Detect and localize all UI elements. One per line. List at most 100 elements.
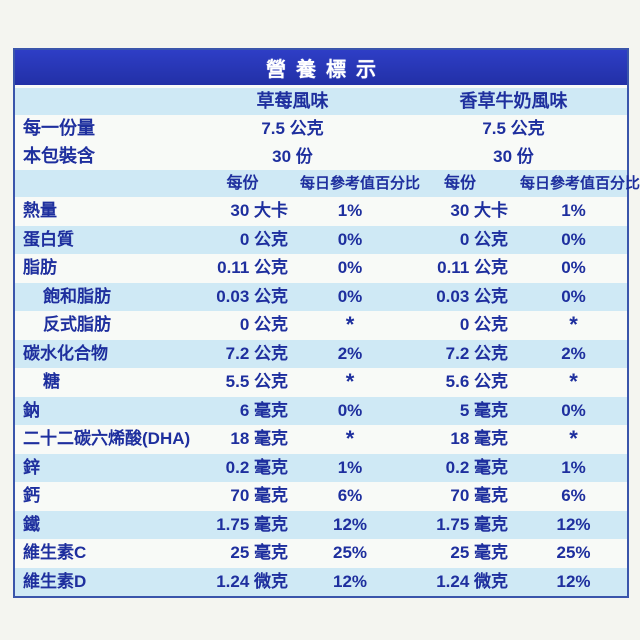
nutrient-amount-vanilla: 0.03 公克 bbox=[436, 286, 508, 306]
nutrient-amount-vanilla: 7.2 公克 bbox=[445, 343, 508, 363]
nutrient-daily-value-vanilla: 2% bbox=[561, 343, 586, 363]
nutrient-row: 鈣 70 毫克 6% 70 毫克 6% bbox=[15, 482, 627, 511]
nutrient-amount-vanilla: 0 公克 bbox=[459, 229, 508, 249]
nutrient-daily-value-strawberry: 0% bbox=[337, 400, 363, 420]
nutrient-row: 維生素D 1.24 微克 12% 1.24 微克 12% bbox=[15, 567, 627, 596]
nutrient-name: 糖 bbox=[43, 372, 60, 391]
nutrient-daily-value-vanilla: 6% bbox=[561, 486, 586, 505]
daily-value-header-vanilla: 每日參考值百分比 bbox=[520, 175, 640, 192]
nutrient-amount-strawberry: 1.75 毫克 bbox=[216, 514, 288, 534]
nutrient-daily-value-vanilla: 0% bbox=[561, 286, 586, 306]
nutrient-amount-strawberry: 5.5 公克 bbox=[225, 372, 288, 391]
nutrient-name: 蛋白質 bbox=[23, 229, 74, 249]
nutrient-daily-value-vanilla: 12% bbox=[556, 514, 591, 534]
nutrient-name: 反式脂肪 bbox=[43, 315, 111, 334]
nutrient-amount-strawberry: 1.24 微克 bbox=[216, 571, 288, 591]
nutrient-amount-strawberry: 0.03 公克 bbox=[216, 286, 288, 306]
nutrient-daily-value-vanilla: * bbox=[569, 426, 578, 451]
nutrient-row: 蛋白質 0 公克 0% 0 公克 0% bbox=[15, 225, 627, 254]
nutrient-daily-value-vanilla: 0% bbox=[561, 400, 586, 420]
nutrient-name: 鋅 bbox=[23, 457, 40, 477]
nutrient-amount-vanilla: 18 毫克 bbox=[450, 429, 508, 448]
nutrient-daily-value-strawberry: 6% bbox=[337, 486, 363, 505]
nutrient-name: 熱量 bbox=[23, 201, 57, 220]
nutrient-daily-value-strawberry: 2% bbox=[337, 343, 363, 363]
per-serving-header-strawberry: 每份 bbox=[226, 175, 259, 192]
nutrient-amount-vanilla: 25 毫克 bbox=[450, 543, 508, 562]
flavor-column-vanilla-milk: 香草牛奶風味 bbox=[459, 91, 568, 111]
nutrient-name: 維生素D bbox=[23, 571, 87, 591]
nutrient-amount-strawberry: 0 公克 bbox=[239, 229, 288, 249]
nutrient-daily-value-strawberry: 0% bbox=[337, 229, 363, 249]
serving-size-strawberry: 7.5 公克 bbox=[261, 119, 324, 138]
nutrient-rows-container: 熱量 30 大卡 1% 30 大卡 1% 蛋白質 0 公克 0% 0 公克 0%… bbox=[15, 197, 627, 596]
nutrition-facts-table: 營養標示 草莓風味 香草牛奶風味 每一份量 7.5 公克 7.5 公克 本包裝含… bbox=[13, 48, 640, 598]
nutrient-amount-strawberry: 0.2 毫克 bbox=[225, 457, 288, 477]
nutrient-name: 維生素C bbox=[23, 543, 87, 562]
nutrient-amount-strawberry: 18 毫克 bbox=[230, 429, 288, 448]
nutrient-amount-vanilla: 0.2 毫克 bbox=[445, 457, 508, 477]
nutrient-row: 熱量 30 大卡 1% 30 大卡 1% bbox=[15, 197, 627, 226]
nutrient-row: 糖 5.5 公克 * 5.6 公克 * bbox=[15, 368, 627, 397]
nutrient-name: 碳水化合物 bbox=[23, 343, 108, 363]
nutrient-amount-vanilla: 1.24 微克 bbox=[436, 571, 508, 591]
nutrient-daily-value-strawberry: 12% bbox=[332, 571, 368, 591]
nutrient-amount-strawberry: 7.2 公克 bbox=[225, 343, 288, 363]
flavor-row-spacer bbox=[15, 88, 185, 115]
column-header-row: 每份 每日參考值百分比 每份 每日參考值百分比 bbox=[15, 170, 640, 197]
nutrient-amount-strawberry: 30 大卡 bbox=[230, 201, 288, 220]
nutrient-amount-strawberry: 70 毫克 bbox=[230, 486, 288, 505]
nutrient-amount-vanilla: 30 大卡 bbox=[450, 201, 508, 220]
nutrient-daily-value-strawberry: 0% bbox=[337, 258, 363, 277]
nutrient-daily-value-strawberry: * bbox=[345, 369, 355, 394]
nutrient-row: 碳水化合物 7.2 公克 2% 7.2 公克 2% bbox=[15, 339, 627, 368]
nutrient-amount-strawberry: 0 公克 bbox=[239, 315, 288, 334]
nutrient-daily-value-vanilla: 12% bbox=[556, 571, 591, 591]
nutrient-row: 二十二碳六烯酸(DHA) 18 毫克 * 18 毫克 * bbox=[15, 425, 627, 454]
nutrient-row: 飽和脂肪 0.03 公克 0% 0.03 公克 0% bbox=[15, 282, 627, 311]
nutrient-daily-value-vanilla: * bbox=[569, 369, 578, 394]
flavor-header-row: 草莓風味 香草牛奶風味 bbox=[15, 88, 627, 115]
nutrient-daily-value-strawberry: * bbox=[345, 312, 355, 337]
nutrient-amount-strawberry: 25 毫克 bbox=[230, 543, 288, 562]
nutrient-daily-value-vanilla: 1% bbox=[561, 201, 586, 220]
servings-per-package-strawberry: 30 份 bbox=[272, 146, 313, 166]
serving-size-vanilla: 7.5 公克 bbox=[482, 119, 545, 138]
nutrient-row: 鐵 1.75 毫克 12% 1.75 毫克 12% bbox=[15, 510, 627, 539]
nutrient-daily-value-strawberry: 0% bbox=[337, 286, 363, 306]
nutrient-name: 鐵 bbox=[23, 514, 40, 534]
nutrition-label-title-bar: 營養標示 bbox=[15, 50, 627, 85]
nutrient-row: 鋅 0.2 毫克 1% 0.2 毫克 1% bbox=[15, 453, 627, 482]
nutrient-amount-vanilla: 5 毫克 bbox=[459, 400, 508, 420]
nutrient-daily-value-strawberry: 1% bbox=[337, 457, 363, 477]
title-divider-gap bbox=[15, 85, 627, 88]
daily-value-header-strawberry: 每日參考值百分比 bbox=[300, 175, 421, 192]
nutrient-row: 脂肪 0.11 公克 0% 0.11 公克 0% bbox=[15, 254, 627, 283]
nutrient-amount-vanilla: 1.75 毫克 bbox=[436, 514, 508, 534]
nutrient-amount-vanilla: 0 公克 bbox=[459, 315, 508, 334]
nutrient-amount-vanilla: 0.11 公克 bbox=[437, 258, 508, 277]
nutrient-name: 二十二碳六烯酸(DHA) bbox=[23, 429, 191, 448]
serving-info-block: 每一份量 7.5 公克 7.5 公克 本包裝含 30 份 30 份 bbox=[15, 115, 627, 170]
nutrient-daily-value-vanilla: 1% bbox=[561, 457, 586, 477]
flavor-column-strawberry: 草莓風味 bbox=[256, 91, 329, 111]
servings-per-package-vanilla: 30 份 bbox=[493, 146, 534, 166]
nutrient-name: 飽和脂肪 bbox=[43, 286, 111, 306]
serving-size-label: 每一份量 bbox=[23, 118, 95, 138]
nutrient-row: 反式脂肪 0 公克 * 0 公克 * bbox=[15, 311, 627, 340]
nutrient-name: 鈉 bbox=[23, 400, 40, 420]
nutrient-row: 鈉 6 毫克 0% 5 毫克 0% bbox=[15, 396, 627, 425]
nutrient-name: 脂肪 bbox=[23, 258, 57, 277]
nutrient-amount-vanilla: 5.6 公克 bbox=[445, 372, 508, 391]
per-serving-header-vanilla: 每份 bbox=[443, 175, 476, 192]
nutrient-daily-value-strawberry: 25% bbox=[332, 543, 368, 562]
nutrient-daily-value-vanilla: 0% bbox=[561, 229, 586, 249]
nutrient-row: 維生素C 25 毫克 25% 25 毫克 25% bbox=[15, 539, 627, 568]
nutrient-amount-vanilla: 70 毫克 bbox=[450, 486, 508, 505]
nutrient-amount-strawberry: 0.11 公克 bbox=[217, 258, 288, 277]
nutrient-daily-value-strawberry: * bbox=[345, 426, 355, 451]
nutrition-label-title: 營養標示 bbox=[266, 59, 386, 81]
nutrient-daily-value-strawberry: 12% bbox=[332, 514, 368, 534]
nutrient-daily-value-vanilla: 0% bbox=[561, 258, 586, 277]
